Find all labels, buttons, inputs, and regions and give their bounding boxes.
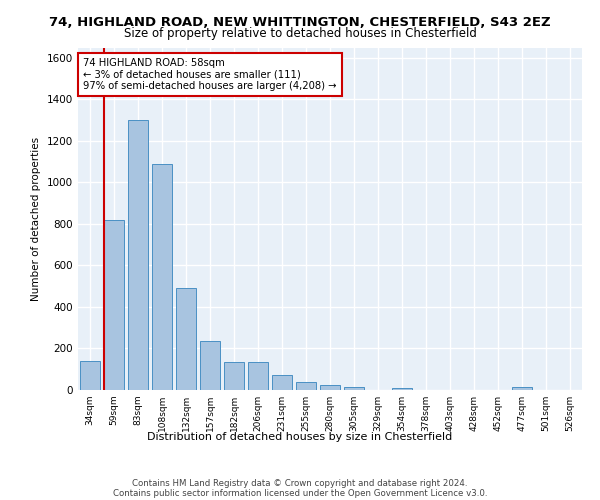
Bar: [392, 388, 412, 390]
Bar: [248, 362, 268, 390]
Text: 74 HIGHLAND ROAD: 58sqm
← 3% of detached houses are smaller (111)
97% of semi-de: 74 HIGHLAND ROAD: 58sqm ← 3% of detached…: [83, 58, 337, 91]
Bar: [80, 361, 100, 390]
Bar: [512, 387, 532, 390]
Bar: [272, 376, 292, 390]
Bar: [296, 382, 316, 390]
Text: Size of property relative to detached houses in Chesterfield: Size of property relative to detached ho…: [124, 26, 476, 40]
Bar: [344, 387, 364, 390]
Y-axis label: Number of detached properties: Number of detached properties: [31, 136, 41, 301]
Text: Contains HM Land Registry data © Crown copyright and database right 2024.
Contai: Contains HM Land Registry data © Crown c…: [113, 479, 487, 498]
Bar: [128, 120, 148, 390]
Bar: [224, 362, 244, 390]
Bar: [104, 220, 124, 390]
Bar: [152, 164, 172, 390]
Text: Distribution of detached houses by size in Chesterfield: Distribution of detached houses by size …: [148, 432, 452, 442]
Text: 74, HIGHLAND ROAD, NEW WHITTINGTON, CHESTERFIELD, S43 2EZ: 74, HIGHLAND ROAD, NEW WHITTINGTON, CHES…: [49, 16, 551, 29]
Bar: [200, 341, 220, 390]
Bar: [320, 385, 340, 390]
Bar: [176, 288, 196, 390]
